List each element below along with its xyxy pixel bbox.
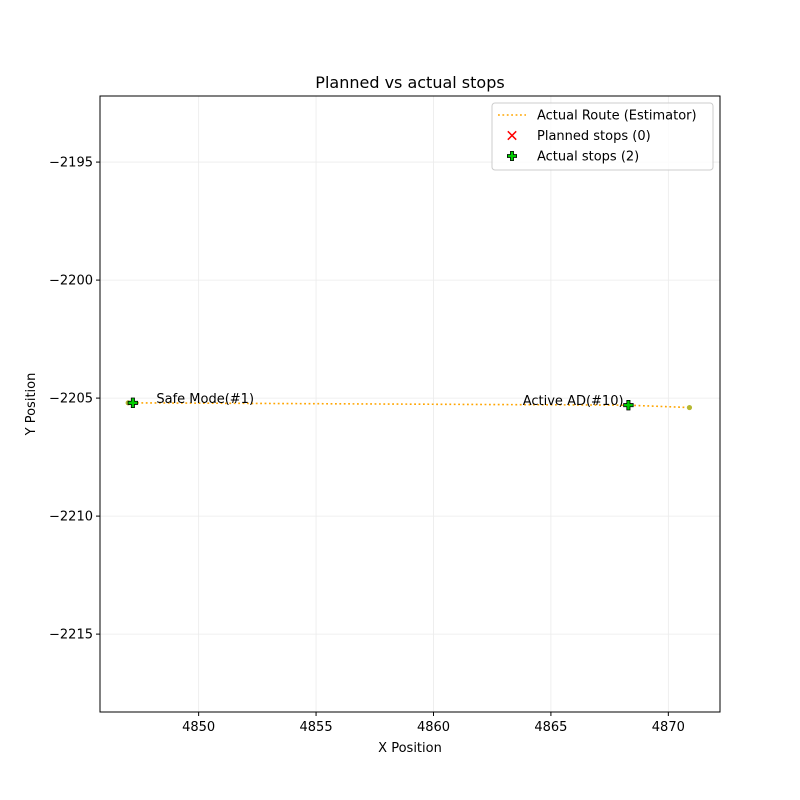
x-tick-label: 4855 (300, 720, 333, 735)
actual-stop-marker (127, 397, 139, 409)
y-tick-label: −2195 (49, 156, 93, 171)
y-tick-label: −2205 (49, 392, 93, 407)
y-tick-label: −2200 (49, 274, 93, 289)
y-tick-label: −2215 (49, 628, 93, 643)
x-tick-label: 4865 (534, 720, 567, 735)
legend-actual-swatch (507, 151, 517, 161)
plot-marks: Safe Mode(#1) Active AD(#10) (125, 392, 693, 411)
legend-label: Planned stops (0) (537, 129, 651, 144)
stop-annotation: Active AD(#10) (523, 394, 624, 409)
cross-stroke (507, 130, 517, 141)
legend-label: Actual Route (Estimator) (537, 109, 697, 124)
route-point (686, 404, 693, 411)
chart-title: Planned vs actual stops (315, 73, 504, 92)
x-axis-ticks: 4850 4855 4860 4865 4870 (182, 712, 685, 735)
actual-stop-marker (623, 399, 634, 411)
y-axis-label: Y Position (24, 373, 39, 437)
x-tick-label: 4850 (182, 720, 215, 735)
y-tick-label: −2210 (49, 510, 93, 525)
legend-label: Actual stops (2) (537, 150, 639, 165)
x-axis-label: X Position (378, 741, 442, 756)
legend-planned-swatch (507, 130, 517, 141)
legend: Actual Route (Estimator) Planned stops (0… (491, 102, 714, 171)
grid-lines (100, 96, 720, 712)
legend-box (491, 102, 714, 171)
y-axis-ticks: −2195 −2200 −2205 −2210 −2215 (49, 156, 100, 643)
x-tick-label: 4860 (417, 720, 450, 735)
stop-annotation: Safe Mode(#1) (156, 392, 254, 407)
x-tick-label: 4870 (652, 720, 685, 735)
plot-frame (99, 95, 721, 713)
